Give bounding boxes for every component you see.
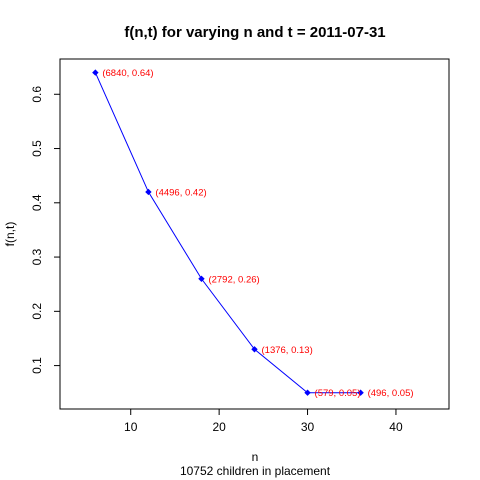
y-tick-label: 0.6 bbox=[30, 86, 44, 103]
y-tick-label: 0.4 bbox=[30, 194, 44, 211]
series-line bbox=[94, 72, 361, 394]
point-label: (1376, 0.13) bbox=[262, 345, 313, 356]
x-tick-label: 30 bbox=[301, 420, 315, 434]
y-tick-label: 0.3 bbox=[30, 248, 44, 265]
y-tick-label: 0.5 bbox=[30, 140, 44, 157]
point-label: (4496, 0.42) bbox=[155, 187, 206, 198]
y-tick-label: 0.2 bbox=[30, 303, 44, 320]
x-tick-label: 20 bbox=[212, 420, 226, 434]
data-point bbox=[198, 275, 205, 282]
plot-box bbox=[59, 58, 450, 410]
x-axis-label: n bbox=[252, 450, 259, 464]
point-labels-group: (6840, 0.64) (4496, 0.42) (2792, 0.26) (137… bbox=[102, 68, 413, 399]
series-group bbox=[92, 69, 364, 396]
point-label: (2792, 0.26) bbox=[208, 274, 259, 285]
data-point bbox=[251, 346, 258, 353]
x-tick-label: 10 bbox=[124, 420, 138, 434]
x-axis: 10 20 30 40 bbox=[124, 408, 403, 434]
point-label: (579, 0.05) bbox=[315, 388, 361, 399]
point-label: (6840, 0.64) bbox=[102, 68, 153, 79]
data-point bbox=[145, 188, 152, 196]
data-point bbox=[357, 389, 364, 396]
data-point bbox=[304, 389, 311, 396]
chart-subtitle: 10752 children in placement bbox=[180, 464, 331, 478]
chart-title: f(n,t) for varying n and t = 2011-07-31 bbox=[124, 24, 385, 41]
y-axis-label: f(n,t) bbox=[3, 222, 17, 247]
y-axis: 0.1 0.2 0.3 0.4 0.5 0.6 bbox=[30, 86, 61, 374]
data-point bbox=[92, 69, 99, 76]
point-label: (496, 0.05) bbox=[368, 388, 414, 399]
y-tick-label: 0.1 bbox=[30, 357, 44, 374]
x-tick-label: 40 bbox=[389, 420, 403, 434]
